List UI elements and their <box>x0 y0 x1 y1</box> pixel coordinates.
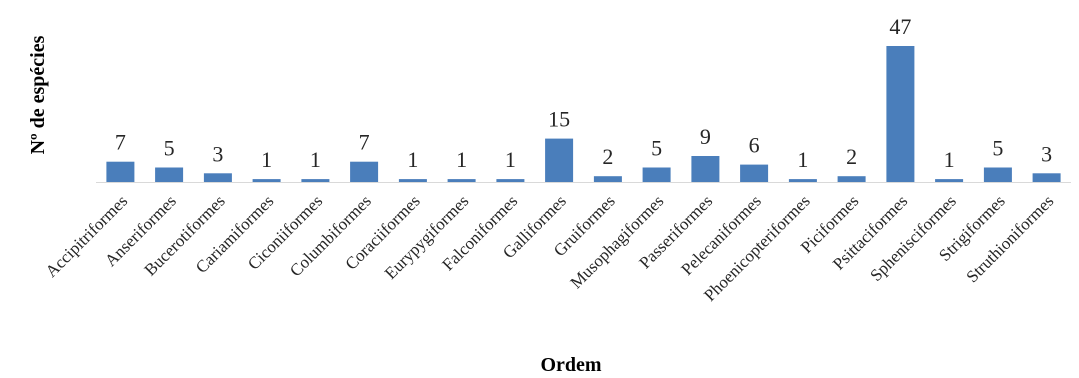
value-label-ciconiiformes: 1 <box>310 147 321 172</box>
bar-strigiformes <box>983 167 1012 182</box>
bar-sphenisciformes <box>935 179 964 182</box>
value-label-galliformes: 15 <box>548 107 570 132</box>
bar-anseriformes <box>155 167 184 182</box>
bar-musophagiformes <box>642 167 671 182</box>
bar-bucerotiformes <box>203 173 232 182</box>
value-label-coraciiformes: 1 <box>407 147 418 172</box>
value-label-struthioniformes: 3 <box>1041 141 1052 166</box>
value-label-cariamiformes: 1 <box>261 147 272 172</box>
value-label-eurypygiformes: 1 <box>456 147 467 172</box>
bar-coraciiformes <box>398 179 427 182</box>
x-tick-label-struthioniformes: Struthioniformes <box>963 191 1058 286</box>
value-label-passeriformes: 9 <box>700 124 711 149</box>
bar-gruiformes <box>593 176 622 182</box>
value-label-strigiformes: 5 <box>992 136 1003 161</box>
value-label-phoenicopteriformes: 1 <box>797 147 808 172</box>
bar-passeriformes <box>691 156 720 182</box>
value-label-sphenisciformes: 1 <box>944 147 955 172</box>
value-label-musophagiformes: 5 <box>651 136 662 161</box>
bars-group <box>106 46 1061 182</box>
x-tick-labels-group: AccipitriformesAnseriformesBucerotiforme… <box>42 191 1058 305</box>
value-label-falconiformes: 1 <box>505 147 516 172</box>
bar-phoenicopteriformes <box>788 179 817 182</box>
bar-pelecaniformes <box>740 164 769 182</box>
bar-columbiformes <box>350 161 379 182</box>
value-label-pelecaniformes: 6 <box>749 133 760 158</box>
x-tick-label-accipitriformes: Accipitriformes <box>42 191 132 281</box>
bar-ciconiiformes <box>301 179 330 182</box>
bar-cariamiformes <box>252 179 281 182</box>
bar-eurypygiformes <box>447 179 476 182</box>
value-label-psittaciformes: 47 <box>889 14 911 39</box>
value-label-piciformes: 2 <box>846 144 857 169</box>
x-tick-label-sphenisciformes: Sphenisciformes <box>866 191 960 285</box>
value-label-accipitriformes: 7 <box>115 130 126 155</box>
bar-psittaciformes <box>886 46 915 182</box>
bar-falconiformes <box>496 179 525 182</box>
x-tick-label-eurypygiformes: Eurypygiformes <box>381 191 473 283</box>
bar-piciformes <box>837 176 866 182</box>
value-label-anseriformes: 5 <box>164 136 175 161</box>
value-label-columbiformes: 7 <box>359 130 370 155</box>
y-axis-title: Nº de espécies <box>27 35 49 154</box>
bar-struthioniformes <box>1032 173 1061 182</box>
value-label-gruiformes: 2 <box>602 144 613 169</box>
value-label-bucerotiformes: 3 <box>212 141 223 166</box>
x-axis-title: Ordem <box>540 354 601 376</box>
bar-accipitriformes <box>106 161 135 182</box>
bar-galliformes <box>545 138 574 182</box>
